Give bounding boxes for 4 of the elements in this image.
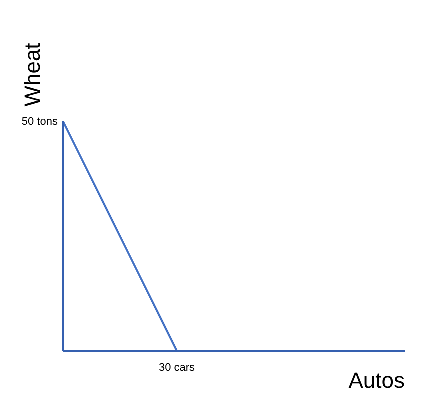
text: 30 cars <box>158 362 196 374</box>
text: 50 tons <box>22 116 58 128</box>
y-axis-title: Wheat <box>20 43 45 107</box>
x-axis-title: Autos <box>348 368 405 393</box>
